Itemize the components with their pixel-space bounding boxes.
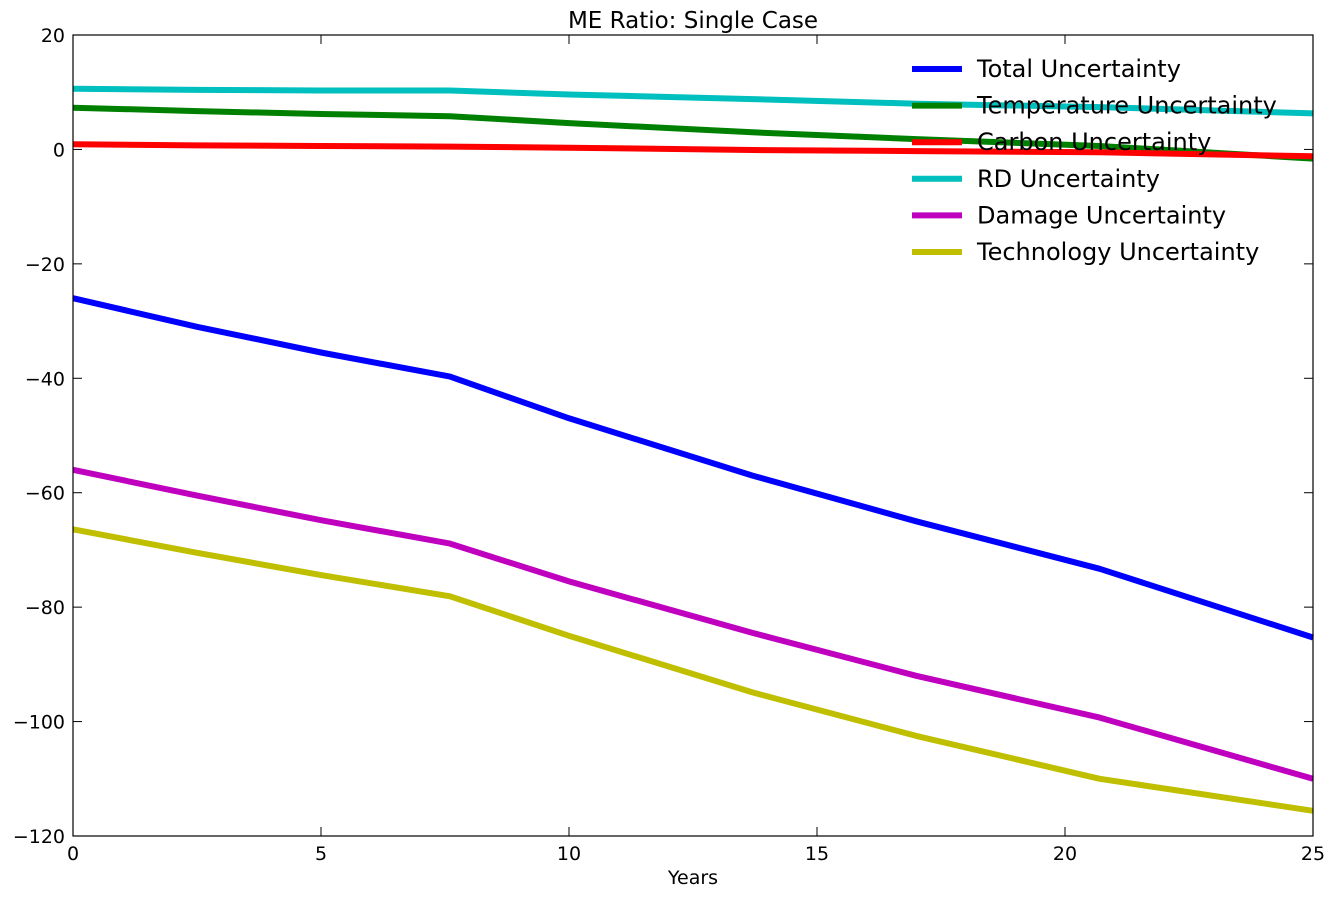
series-line-3 — [72, 141, 1314, 160]
legend: Total Uncertainty Temperature Uncertainty… — [912, 55, 1277, 266]
x-tick-label: 20 — [1053, 843, 1077, 865]
legend-label-3: Carbon Uncertainty — [977, 128, 1211, 156]
series-line-2 — [72, 104, 1314, 162]
series-line-6 — [72, 526, 1314, 814]
legend-label-6: Technology Uncertainty — [976, 238, 1259, 266]
series-line-5 — [72, 466, 1314, 782]
legend-label-5: Damage Uncertainty — [977, 201, 1226, 229]
y-tick-label: 0 — [53, 139, 65, 161]
x-tick-label: 25 — [1301, 843, 1325, 865]
series-layer — [72, 85, 1314, 814]
x-tick-label: 15 — [805, 843, 829, 865]
y-tick-label: −120 — [13, 826, 65, 848]
legend-label-4: RD Uncertainty — [977, 165, 1160, 193]
chart-title: ME Ratio: Single Case — [568, 8, 818, 34]
y-tick-label: −100 — [13, 712, 65, 734]
series-line-4 — [72, 85, 1314, 117]
y-tick-label: −20 — [25, 254, 65, 276]
ticks-layer: 0 5 10 15 20 25 20 0 −20 −40 −60 −80 −100 −120 — [13, 25, 1325, 865]
x-axis-label: Years — [667, 867, 718, 889]
x-tick-label: 10 — [557, 843, 581, 865]
series-line-1 — [72, 295, 1314, 641]
y-tick-label: 20 — [41, 25, 65, 47]
y-tick-label: −80 — [25, 597, 65, 619]
legend-label-1: Total Uncertainty — [976, 55, 1181, 83]
plot-frame — [72, 34, 1314, 837]
x-tick-label: 5 — [315, 843, 327, 865]
y-tick-label: −40 — [25, 368, 65, 390]
legend-label-2: Temperature Uncertainty — [976, 92, 1277, 120]
x-tick-label: 0 — [67, 843, 79, 865]
y-tick-label: −60 — [25, 483, 65, 505]
